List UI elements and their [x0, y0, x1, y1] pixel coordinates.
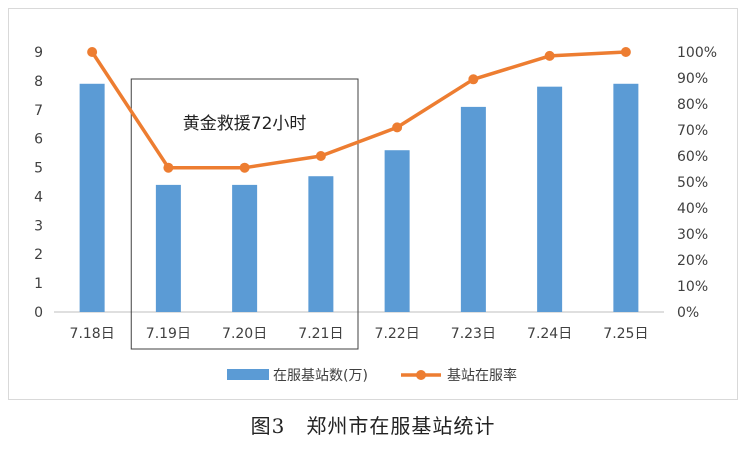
legend-bar-label: 在服基站数(万) [273, 367, 368, 384]
y-right-tick-label: 70% [677, 123, 708, 139]
bar [155, 184, 181, 312]
chart-container: 0 1 2 3 4 5 6 7 8 9 0% 10% 20% 30% 40% 50% 60% 70% 80% 90% 1… [8, 8, 738, 400]
y-right-tick-label: 20% [677, 253, 708, 269]
y-right-tick-label: 100% [677, 45, 717, 61]
legend-bar-swatch [227, 369, 269, 380]
bar [537, 86, 563, 313]
line-point [315, 151, 326, 161]
bar [308, 176, 334, 312]
legend-line-label: 基站在服率 [447, 367, 517, 384]
bar [613, 83, 639, 313]
y-left-tick-label: 2 [34, 247, 43, 263]
line-series [90, 50, 626, 170]
x-tick-label: 7.19日 [146, 326, 191, 342]
y-right-tick-label: 40% [677, 201, 708, 217]
bar [384, 150, 410, 312]
y-left-tick-label: 5 [34, 161, 43, 177]
y-left-tick-label: 3 [34, 218, 43, 234]
y-right-tick-label: 0% [677, 305, 699, 321]
annotation-label: 黄金救援72小时 [183, 114, 307, 134]
line-point [87, 47, 98, 57]
x-tick-label: 7.24日 [527, 326, 572, 342]
x-tick-label: 7.22日 [375, 326, 420, 342]
y-left-tick-label: 6 [34, 132, 43, 148]
line-point [620, 47, 631, 57]
y-right-tick-label: 10% [677, 279, 708, 295]
bar [79, 83, 105, 313]
figure-caption: 图3 郑州市在服基站统计 [250, 414, 496, 438]
x-tick-label: 7.18日 [70, 326, 115, 342]
y-left-tick-label: 9 [34, 45, 43, 61]
line-point [239, 162, 250, 173]
y-left-tick-label: 4 [34, 189, 43, 205]
y-right-tick-label: 60% [677, 149, 708, 165]
line-point [163, 162, 174, 173]
y-right-tick-label: 80% [677, 97, 708, 113]
bar [232, 184, 258, 312]
x-tick-label: 7.21日 [298, 326, 343, 342]
line-point [392, 122, 403, 133]
y-right-tick-label: 30% [677, 227, 708, 243]
y-left-tick-label: 1 [34, 276, 43, 292]
annotation-box [130, 78, 359, 350]
bar [460, 106, 486, 312]
y-left-tick-label: 8 [34, 74, 43, 90]
combo-chart: 01234567890%10%20%30%40%50%60%70%80%90%1… [34, 45, 717, 384]
y-right-tick-label: 50% [677, 175, 708, 191]
line-point [544, 50, 555, 61]
y-left-tick-label: 7 [34, 103, 43, 119]
line-point [468, 74, 479, 85]
y-right-tick-label: 90% [677, 71, 708, 87]
legend-line-marker [416, 370, 426, 380]
x-tick-label: 7.23日 [451, 326, 496, 342]
x-tick-label: 7.20日 [222, 326, 267, 342]
y-left-tick-label: 0 [34, 305, 43, 321]
x-tick-label: 7.25日 [603, 326, 648, 342]
